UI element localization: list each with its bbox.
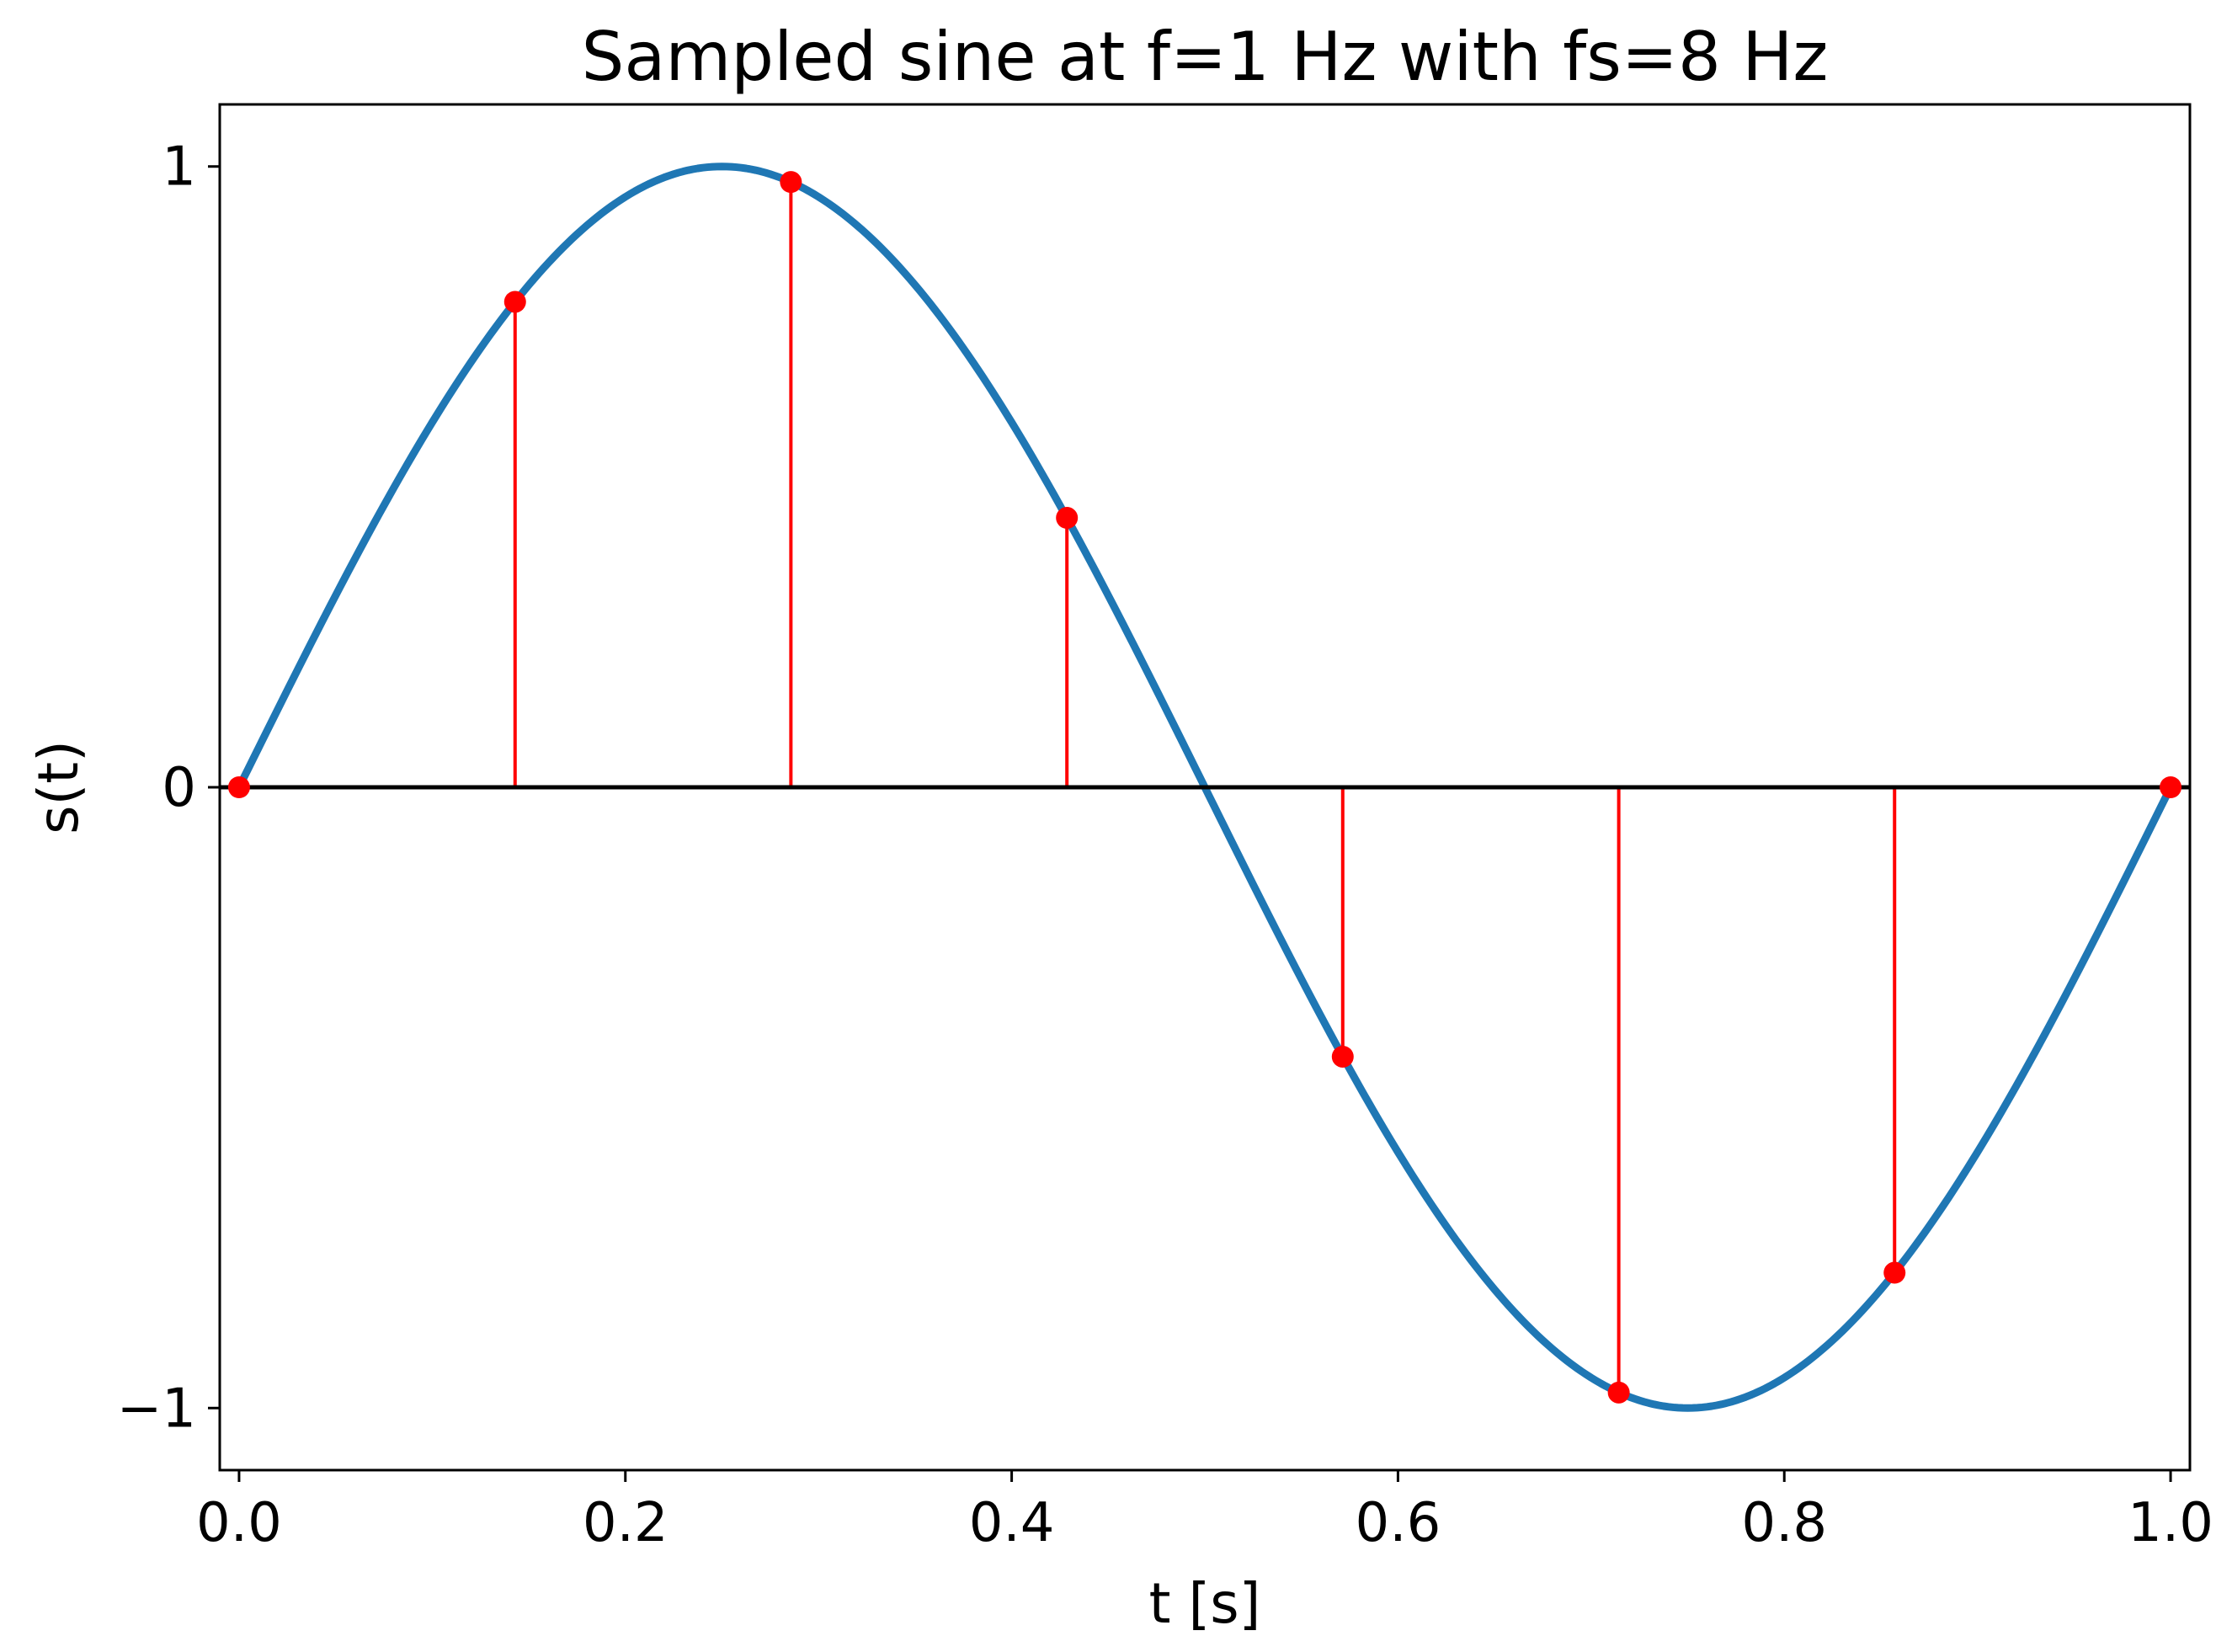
sample-point [780,171,802,194]
sample-point [2160,776,2182,798]
sample-point [1607,1381,1630,1404]
chart-title: Sampled sine at f=1 Hz with fs=8 Hz [582,18,1829,96]
sample-point [1331,1045,1354,1068]
x-tick-label: 0.8 [1741,1492,1827,1554]
sample-point [503,290,526,313]
plot-area [220,163,2190,1412]
sample-point [1883,1261,1906,1284]
x-tick-label: 0.2 [583,1492,669,1554]
x-tick-label: 1.0 [2128,1492,2213,1554]
sample-point [1056,507,1079,530]
y-tick-label: −1 [117,1378,196,1440]
x-axis-label: t [s] [1149,1571,1261,1636]
y-tick-label: 1 [162,136,196,199]
x-axis: 0.0 0.2 0.4 0.6 0.8 1.0 [196,1470,2213,1554]
y-axis-label: s(t) [26,740,91,834]
x-tick-label: 0.0 [196,1492,282,1554]
y-tick-label: 0 [162,757,196,819]
y-axis: −1 0 1 [117,136,220,1440]
x-tick-label: 0.4 [969,1492,1055,1554]
sample-point [227,776,250,798]
x-tick-label: 0.6 [1356,1492,1441,1554]
